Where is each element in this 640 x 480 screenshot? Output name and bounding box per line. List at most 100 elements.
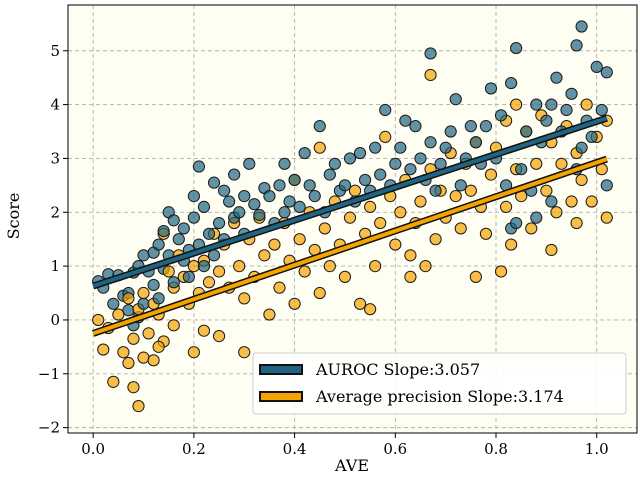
avg-precision-point xyxy=(318,222,331,235)
avg-precision-point xyxy=(127,381,140,394)
avg-precision-point xyxy=(369,260,382,273)
auroc-point xyxy=(353,146,367,160)
avg-precision-point xyxy=(127,332,140,345)
avg-precision-point xyxy=(162,265,175,278)
auroc-point xyxy=(439,141,452,154)
avg-precision-point xyxy=(212,329,226,343)
x-tick-label: 1.0 xyxy=(585,440,609,458)
auroc-point xyxy=(313,120,326,133)
avg-precision-point xyxy=(499,200,513,213)
avg-precision-point xyxy=(404,249,417,262)
y-axis-label: Score xyxy=(4,193,23,240)
avg-precision-point xyxy=(374,216,387,230)
auroc-point xyxy=(530,98,543,111)
avg-precision-point xyxy=(530,157,543,170)
avg-precision-point xyxy=(323,260,336,273)
x-tick-label: 0.0 xyxy=(81,440,105,458)
avg-precision-point xyxy=(404,270,417,283)
legend-swatch xyxy=(259,364,303,375)
avg-precision-point xyxy=(258,249,271,262)
avg-precision-point xyxy=(107,375,120,388)
auroc-point xyxy=(152,238,165,251)
auroc-point xyxy=(444,125,457,138)
auroc-point xyxy=(137,297,150,310)
avg-precision-point xyxy=(313,141,326,154)
avg-precision-point xyxy=(233,260,246,273)
avg-precision-point xyxy=(92,313,105,327)
auroc-point xyxy=(550,71,563,84)
auroc-point xyxy=(323,168,336,181)
auroc-point xyxy=(147,278,160,292)
avg-precision-point xyxy=(550,206,563,219)
avg-precision-point xyxy=(525,222,538,235)
auroc-point xyxy=(570,39,583,52)
avg-precision-point xyxy=(389,238,402,251)
auroc-point xyxy=(122,304,135,317)
y-tick-label: 1 xyxy=(50,257,60,275)
plot-frame xyxy=(67,4,638,434)
auroc-point xyxy=(424,136,437,149)
auroc-point xyxy=(358,173,372,187)
auroc-point xyxy=(288,173,301,187)
auroc-point xyxy=(278,157,291,170)
avg-precision-point xyxy=(298,265,311,278)
fit-lines xyxy=(92,114,608,337)
legend: AUROC Slope:3.057 Average precision Slope… xyxy=(252,352,627,415)
auroc-point xyxy=(107,297,120,310)
legend-label: AUROC Slope:3.057 xyxy=(315,360,480,379)
avg-precision-point xyxy=(187,346,200,359)
auroc-point xyxy=(197,200,211,213)
auroc-point xyxy=(429,184,442,197)
legend-box xyxy=(252,352,627,415)
avg-precision-point xyxy=(152,340,165,353)
y-tick-label: 0 xyxy=(50,311,60,329)
auroc-point xyxy=(414,152,427,165)
avg-precision-point xyxy=(479,227,493,240)
avg-precision-point xyxy=(197,324,211,337)
auroc-point xyxy=(449,93,462,106)
auroc-point xyxy=(510,216,523,230)
auroc-point xyxy=(243,157,256,170)
x-axis-label: AVE xyxy=(334,456,369,475)
avg-precision-point xyxy=(137,351,150,364)
avg-precision-point xyxy=(585,195,598,208)
avg-precision-point xyxy=(570,216,583,230)
auroc-point xyxy=(343,152,357,165)
axis-ticks: 0.0 0.2 0.4 0.6 0.8 1.0 −2 −1 0 1 2 3 4 5 xyxy=(38,42,609,458)
auroc-point xyxy=(182,270,195,283)
auroc-point xyxy=(409,120,422,133)
avg-precision-point xyxy=(167,319,180,332)
avg-precision-point xyxy=(338,270,352,283)
y-tick-label: 3 xyxy=(50,149,60,167)
avg-precision-point xyxy=(505,238,518,251)
auroc-point xyxy=(404,163,417,176)
avg-precision-point xyxy=(394,206,407,219)
auroc-point xyxy=(263,190,276,203)
avg-precision-point xyxy=(348,184,362,197)
avg-precision-point xyxy=(414,195,427,208)
auroc-point xyxy=(223,195,236,208)
avg-precision-point xyxy=(364,303,377,316)
auroc-point xyxy=(167,276,180,289)
auroc-point xyxy=(248,198,261,211)
auroc-point xyxy=(187,211,200,224)
avg-precision-point xyxy=(263,308,276,321)
auroc-point xyxy=(515,163,528,176)
auroc-point xyxy=(545,195,558,208)
auroc-point xyxy=(273,179,286,192)
auroc-point xyxy=(192,160,206,173)
auroc-point xyxy=(167,214,180,227)
avg-precision-point xyxy=(484,168,498,181)
auroc-point xyxy=(293,200,306,213)
avg-precision-point xyxy=(469,270,482,283)
auroc-point xyxy=(545,98,558,111)
avg-precision-point xyxy=(137,286,150,300)
y-tick-label: 4 xyxy=(50,96,60,114)
auroc-point xyxy=(469,136,482,149)
avg-precision-point xyxy=(288,297,301,310)
avg-precision-point xyxy=(545,243,558,257)
auroc-point xyxy=(303,179,316,192)
auroc-point xyxy=(202,227,216,240)
avg-precision-point xyxy=(343,211,357,224)
avg-precision-fit-line xyxy=(92,157,608,336)
